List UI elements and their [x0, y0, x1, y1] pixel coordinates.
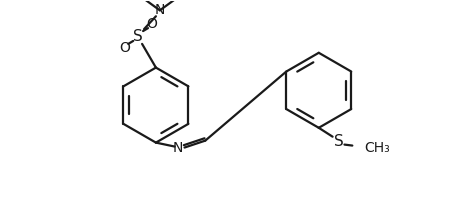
Text: O: O: [119, 41, 130, 55]
Text: S: S: [333, 134, 343, 149]
Text: S: S: [133, 29, 143, 44]
Text: N: N: [172, 141, 183, 154]
Text: CH₃: CH₃: [364, 141, 390, 154]
Text: N: N: [155, 3, 165, 17]
Text: O: O: [147, 17, 158, 31]
